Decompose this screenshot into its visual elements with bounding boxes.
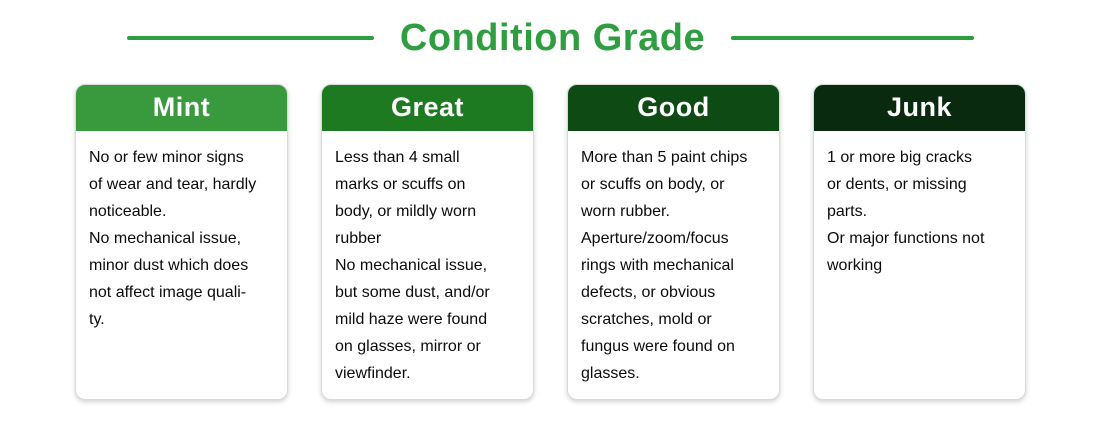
grade-card-good: Good More than 5 paint chips or scuffs o… <box>567 84 780 400</box>
grade-card-good-header: Good <box>568 85 779 131</box>
grade-card-great: Great Less than 4 small marks or scuffs … <box>321 84 534 400</box>
grade-card-great-description: Less than 4 small marks or scuffs on bod… <box>335 149 490 382</box>
title-rule-left <box>126 36 374 40</box>
grade-card-junk-header: Junk <box>814 85 1025 131</box>
title-rule-right <box>731 36 975 40</box>
grade-card-junk: Junk 1 or more big cracks or dents, or m… <box>813 84 1026 400</box>
grade-card-mint-header: Mint <box>76 85 287 131</box>
grade-card-mint: Mint No or few minor signs of wear and t… <box>75 84 288 400</box>
grade-card-great-header: Great <box>322 85 533 131</box>
page-title: Condition Grade <box>399 17 706 59</box>
grade-card-good-description: More than 5 paint chips or scuffs on bod… <box>581 149 748 382</box>
title-row: Condition Grade <box>0 0 1101 62</box>
grade-card-junk-description: 1 or more big cracks or dents, or missin… <box>827 149 985 274</box>
grade-card-mint-description: No or few minor signs of wear and tear, … <box>89 149 257 328</box>
grade-cards: Mint No or few minor signs of wear and t… <box>0 84 1101 400</box>
